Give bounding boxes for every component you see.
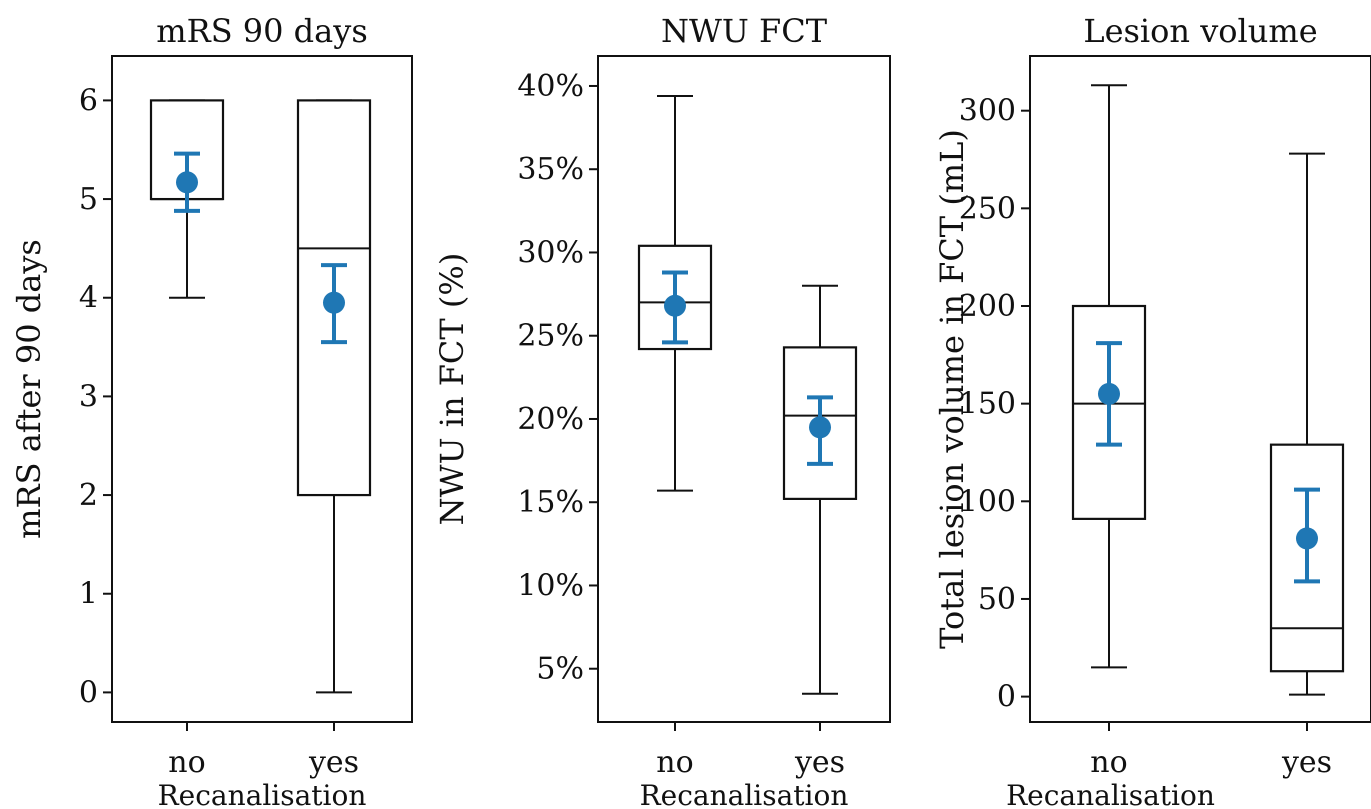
- axes-frame: [1029, 55, 1371, 723]
- mean-point: [1296, 527, 1318, 550]
- y-tick-label: 4: [79, 281, 98, 316]
- iqr-box: [782, 346, 858, 500]
- x-axis-label: Recanalisation: [1006, 779, 1215, 809]
- y-tick-label: 15%: [517, 485, 584, 520]
- y-tick-label: 10%: [517, 568, 584, 603]
- y-tick-label: 5: [79, 182, 98, 217]
- x-tick-label: yes: [1281, 745, 1332, 780]
- panel-title: mRS 90 days: [156, 12, 367, 50]
- x-axis-label: Recanalisation: [158, 779, 367, 809]
- mean-ci-yes: [1294, 487, 1320, 584]
- mean-ci-no: [1096, 341, 1122, 447]
- axes-frame: [597, 55, 891, 723]
- x-tick-label: no: [1090, 745, 1127, 780]
- x-tick-label: no: [168, 745, 205, 780]
- y-tick-label: 0: [997, 680, 1016, 715]
- mean-point: [664, 294, 686, 317]
- y-tick-label: 1: [79, 577, 98, 612]
- mean-point: [176, 171, 198, 194]
- y-tick-label: 3: [79, 379, 98, 414]
- y-tick-label: 30%: [517, 235, 584, 270]
- y-tick-label: 6: [79, 83, 98, 118]
- y-tick-label: 40%: [517, 69, 584, 104]
- box-yes: [1269, 152, 1345, 696]
- axes-frame: [111, 55, 413, 723]
- y-tick-label: 200: [959, 289, 1016, 324]
- y-axis-label: Total lesion volume in FCT (mL): [933, 129, 971, 649]
- panel-title: NWU FCT: [661, 12, 828, 50]
- box-yes: [296, 99, 372, 694]
- y-tick-label: 50: [978, 582, 1016, 617]
- mean-ci-no: [662, 270, 688, 345]
- y-axis-label: mRS after 90 days: [10, 239, 48, 539]
- mean-point: [323, 291, 345, 314]
- y-tick-label: 100: [959, 484, 1016, 519]
- y-tick-label: 150: [959, 387, 1016, 422]
- mean-ci-yes: [321, 263, 347, 345]
- mean-ci-no: [174, 151, 200, 213]
- y-tick-label: 250: [959, 191, 1016, 226]
- y-tick-label: 300: [959, 94, 1016, 129]
- y-tick-label: 2: [79, 478, 98, 513]
- y-tick-label: 35%: [517, 152, 584, 187]
- x-tick-label: yes: [308, 745, 359, 780]
- x-axis-label: Recanalisation: [640, 779, 849, 809]
- panel-3: Lesion volume 0 50 100 150 200 250 300 no yes Reca…: [933, 12, 1371, 809]
- mean-point: [1098, 382, 1120, 405]
- mean-point: [809, 416, 831, 439]
- x-tick-label: yes: [794, 745, 845, 780]
- y-axis-label: NWU in FCT (%): [433, 253, 471, 526]
- panel-title: Lesion volume: [1083, 12, 1317, 50]
- box-yes: [782, 284, 858, 695]
- y-tick-label: 5%: [536, 652, 584, 687]
- y-tick-label: 0: [79, 675, 98, 710]
- panel-2: NWU FCT 5% 10% 15% 20% 25% 30% 35% 40% no yesRecan…: [433, 12, 891, 809]
- x-tick-label: no: [656, 745, 693, 780]
- mean-ci-yes: [807, 395, 833, 466]
- y-tick-label: 25%: [517, 319, 584, 354]
- y-tick-label: 20%: [517, 402, 584, 437]
